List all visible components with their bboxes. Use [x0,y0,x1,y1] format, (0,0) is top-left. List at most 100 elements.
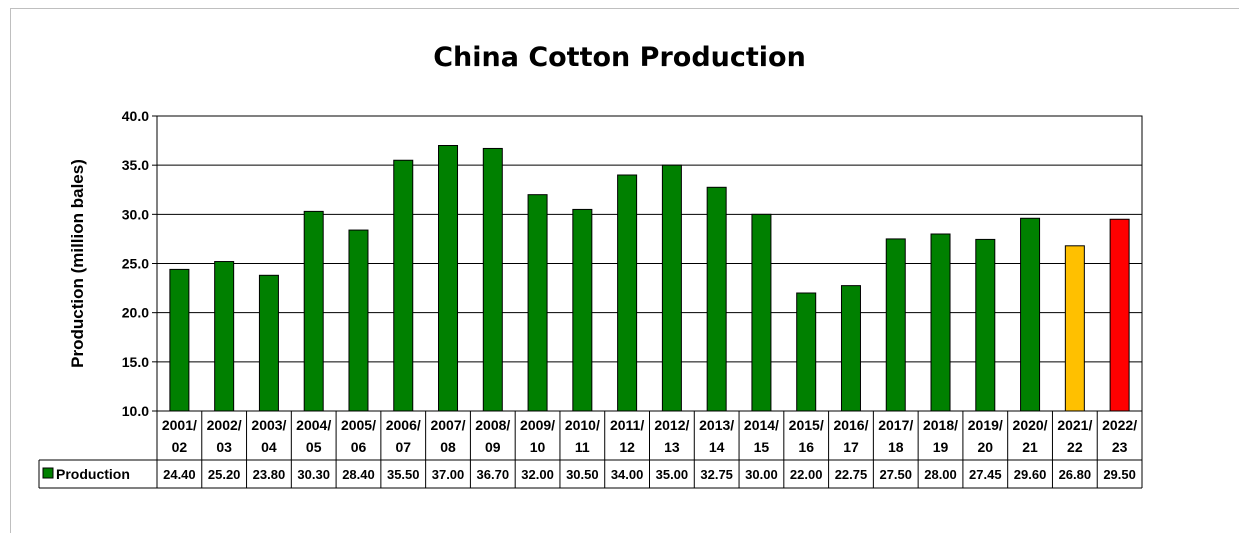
bar [438,145,459,412]
y-tick-label: 15.0 [122,354,149,370]
bar [661,164,682,412]
x-tick-label: 02 [172,439,188,455]
x-tick-label: 23 [1112,439,1128,455]
x-tick-label: 2022/ [1102,417,1137,433]
bar [1020,217,1041,412]
x-tick-label: 19 [933,439,949,455]
x-tick-label: 10 [530,439,546,455]
data-label: 35.50 [387,467,420,482]
y-tick-label: 10.0 [122,403,149,419]
x-tick-label: 14 [709,439,725,455]
data-label: 27.50 [879,467,912,482]
x-tick-label: 2016/ [833,417,868,433]
x-tick-label: 2006/ [386,417,421,433]
bar [975,238,996,412]
data-label: 37.00 [432,467,465,482]
x-tick-label: 11 [575,439,590,455]
bar [1109,218,1130,412]
data-label: 30.50 [566,467,599,482]
x-tick-label: 2010/ [565,417,600,433]
x-tick-label: 08 [440,439,456,455]
data-label: 30.30 [297,467,330,482]
x-tick-label: 2003/ [251,417,286,433]
x-tick-label: 2018/ [923,417,958,433]
x-tick-label: 17 [843,439,859,455]
x-tick-label: 2021/ [1057,417,1092,433]
x-tick-label: 22 [1067,439,1083,455]
x-tick-label: 09 [485,439,501,455]
bar [572,208,593,412]
x-tick-label: 2017/ [878,417,913,433]
bar [482,147,503,412]
bar [348,229,369,412]
x-tick-label: 2005/ [341,417,376,433]
data-label: 32.75 [700,467,733,482]
data-label: 27.45 [969,467,1002,482]
data-label: 25.20 [208,467,241,482]
x-tick-label: 12 [619,439,635,455]
x-tick-label: 04 [261,439,277,455]
data-label: 29.60 [1014,467,1047,482]
x-tick-label: 20 [978,439,994,455]
data-label: 30.00 [745,467,778,482]
bar [617,174,638,412]
y-tick-label: 20.0 [122,305,149,321]
data-label: 24.40 [163,467,196,482]
y-axis-label: Production (million bales) [68,159,87,368]
x-tick-label: 06 [351,439,367,455]
data-label: 36.70 [477,467,510,482]
x-tick-label: 2001/ [162,417,197,433]
bar [527,194,548,412]
x-tick-label: 05 [306,439,322,455]
bar [930,233,951,412]
x-tick-label: 16 [798,439,814,455]
legend-label: Production [56,466,130,482]
bar [303,210,324,412]
x-tick-label: 13 [664,439,680,455]
x-tick-label: 2013/ [699,417,734,433]
x-tick-label: 03 [216,439,232,455]
x-tick-label: 2011/ [610,417,644,433]
data-label: 23.80 [253,467,286,482]
bar [393,159,414,412]
bar [796,292,817,412]
bar [1064,245,1085,412]
x-tick-label: 2014/ [744,417,779,433]
x-tick-label: 2019/ [968,417,1003,433]
x-tick-label: 07 [395,439,411,455]
chart-frame [10,8,1239,533]
x-tick-label: 2002/ [207,417,242,433]
x-tick-label: 2012/ [654,417,689,433]
y-tick-label: 40.0 [122,108,149,124]
bar [751,213,772,412]
chart-title: China Cotton Production [433,42,806,73]
data-label: 28.00 [924,467,957,482]
y-tick-label: 25.0 [122,256,149,272]
data-label: 28.40 [342,467,375,482]
bar [258,274,279,412]
data-label: 34.00 [611,467,644,482]
x-tick-label: 2008/ [475,417,510,433]
bar [169,268,190,412]
x-tick-label: 21 [1022,439,1038,455]
x-tick-label: 2007/ [430,417,465,433]
data-label: 26.80 [1059,467,1092,482]
bar [885,238,906,412]
y-tick-label: 30.0 [122,206,149,222]
x-tick-label: 15 [754,439,770,455]
bar [840,285,861,412]
x-tick-label: 2009/ [520,417,555,433]
x-tick-label: 2015/ [789,417,824,433]
data-label: 22.75 [835,467,868,482]
x-tick-label: 18 [888,439,904,455]
x-tick-label: 2020/ [1013,417,1048,433]
bar [214,261,235,412]
data-label: 29.50 [1103,467,1136,482]
data-label: 22.00 [790,467,823,482]
x-tick-label: 2004/ [296,417,331,433]
bar [706,186,727,412]
y-tick-label: 35.0 [122,157,149,173]
legend-swatch [42,467,54,479]
data-label: 32.00 [521,467,554,482]
